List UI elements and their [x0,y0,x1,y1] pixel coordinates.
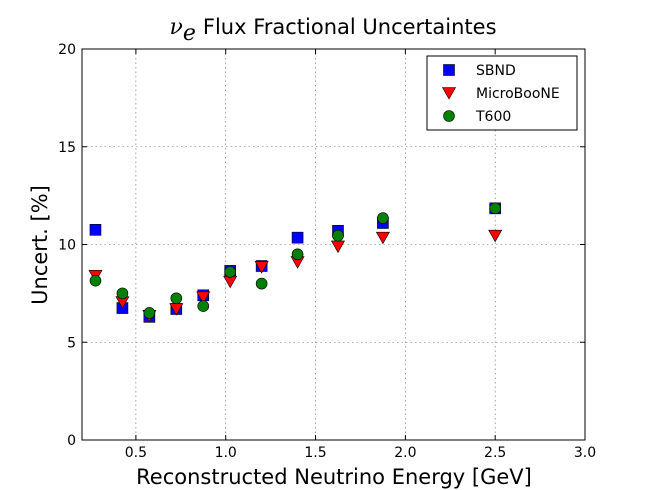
legend-marker-sbnd [444,65,455,76]
t600-point [171,293,182,304]
x-axis-label: Reconstructed Neutrino Energy [GeV] [136,465,532,489]
y-tick-label: 20 [58,42,76,58]
y-axis-label: Uncert. [%] [28,185,52,305]
x-tick-label: 3.0 [574,445,596,461]
t600-point [377,213,388,224]
legend: SBND MicroBooNE T600 [427,56,577,130]
title-subscript: e [183,21,196,46]
sbnd-point [90,224,101,235]
legend-marker-t600 [444,111,455,122]
t600-point [332,230,343,241]
microboone-point [376,232,389,244]
t600-point [292,249,303,260]
x-tick-label: 1.0 [215,445,237,461]
legend-label-t600: T600 [475,109,511,125]
legend-label-microboone: MicroBooNE [476,86,560,102]
legend-label-sbnd: SBND [476,63,516,79]
y-tick-label: 5 [67,335,76,351]
microboone-point [489,230,502,242]
plot-marks [89,203,502,323]
t600-point [225,266,236,277]
sbnd-point [292,232,303,243]
microboone-point [224,276,237,288]
t600-point [490,203,501,214]
t600-point [198,301,209,312]
t600-point [256,278,267,289]
t600-point [90,275,101,286]
y-tick-label: 10 [58,238,76,254]
microboone-point [331,241,344,253]
y-tick-label: 0 [67,433,76,449]
chart-title: νe Flux Fractional Uncertaintes [169,15,496,46]
x-tick-label: 2.5 [484,445,506,461]
x-tick-label: 2.0 [394,445,416,461]
title-nu-symbol: ν [169,15,182,40]
x-tick-label: 1.5 [304,445,326,461]
title-text: Flux Fractional Uncertaintes [203,15,497,39]
y-tick-label: 15 [58,140,76,156]
t600-point [144,307,155,318]
t600-point [117,288,128,299]
x-tick-label: 0.5 [125,445,147,461]
